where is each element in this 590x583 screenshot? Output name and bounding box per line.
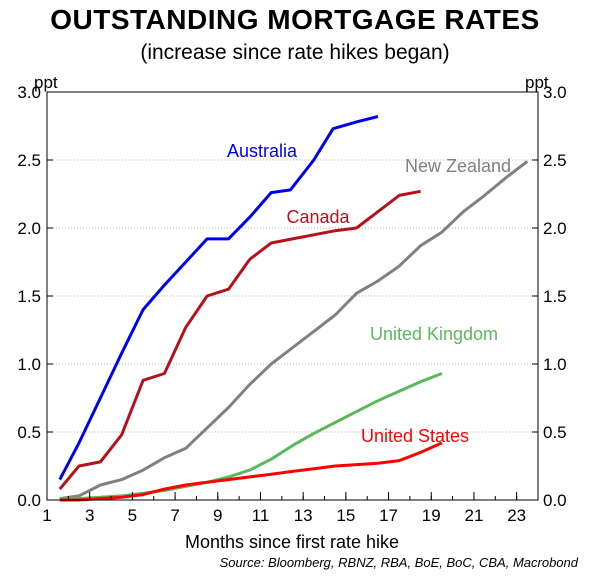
series-label-canada: Canada <box>286 207 350 227</box>
source-note: Source: Bloomberg, RBNZ, RBA, BoE, BoC, … <box>219 555 578 570</box>
x-tick-label: 1 <box>42 506 51 525</box>
x-tick-label: 23 <box>507 506 526 525</box>
y-tick-label-left: 0.5 <box>17 423 41 442</box>
y-tick-label-right: 0.5 <box>543 423 567 442</box>
y-tick-label-left: 1.0 <box>17 355 41 374</box>
y-tick-label-right: 0.0 <box>543 491 567 510</box>
x-tick-label: 9 <box>213 506 222 525</box>
y-tick-label-right: 2.0 <box>543 219 567 238</box>
y-tick-label-right: 1.5 <box>543 287 567 306</box>
y-tick-label-left: 2.0 <box>17 219 41 238</box>
series-label-new-zealand: New Zealand <box>405 156 511 176</box>
x-tick-label: 21 <box>464 506 483 525</box>
series-label-united-kingdom: United Kingdom <box>370 324 498 344</box>
x-tick-label: 19 <box>422 506 441 525</box>
x-tick-label: 5 <box>128 506 137 525</box>
chart-subtitle: (increase since rate hikes began) <box>140 41 450 64</box>
y-tick-label-right: 1.0 <box>543 355 567 374</box>
y-tick-label-right: 3.0 <box>543 83 567 102</box>
x-axis-label: Months since first rate hike <box>184 532 400 552</box>
series-lines <box>58 115 529 502</box>
y-tick-label-left: 0.0 <box>17 491 41 510</box>
y-unit-left: ppt <box>34 73 58 92</box>
y-unit-right: ppt <box>525 73 549 92</box>
series-line-canada <box>58 189 421 491</box>
x-tick-label: 13 <box>294 506 313 525</box>
x-tick-label: 7 <box>170 506 179 525</box>
series-line-united-states <box>59 441 443 502</box>
y-tick-label-left: 2.5 <box>17 151 41 170</box>
y-tick-label-left: 1.5 <box>17 287 41 306</box>
series-labels: Australia Canada New Zealand United Kingdom… <box>227 141 511 446</box>
x-tick-label: 17 <box>379 506 398 525</box>
x-tick-label: 15 <box>336 506 355 525</box>
x-tick-label: 3 <box>85 506 94 525</box>
y-tick-label-right: 2.5 <box>543 151 567 170</box>
y-tick-label-left: 3.0 <box>17 83 41 102</box>
series-label-australia: Australia <box>227 141 298 161</box>
series-label-united-states: United States <box>361 426 469 446</box>
series-line-australia <box>58 115 379 481</box>
axis-ticks: 0.0 0.0 0.5 0.5 1.0 1.0 1.5 1.5 2.0 2.0 2.5 2.5 3.0 3… <box>17 83 566 525</box>
series-line-new-zealand <box>59 160 529 501</box>
chart-title: OUTSTANDING MORTGAGE RATES <box>50 4 540 35</box>
x-tick-label: 11 <box>252 506 270 525</box>
